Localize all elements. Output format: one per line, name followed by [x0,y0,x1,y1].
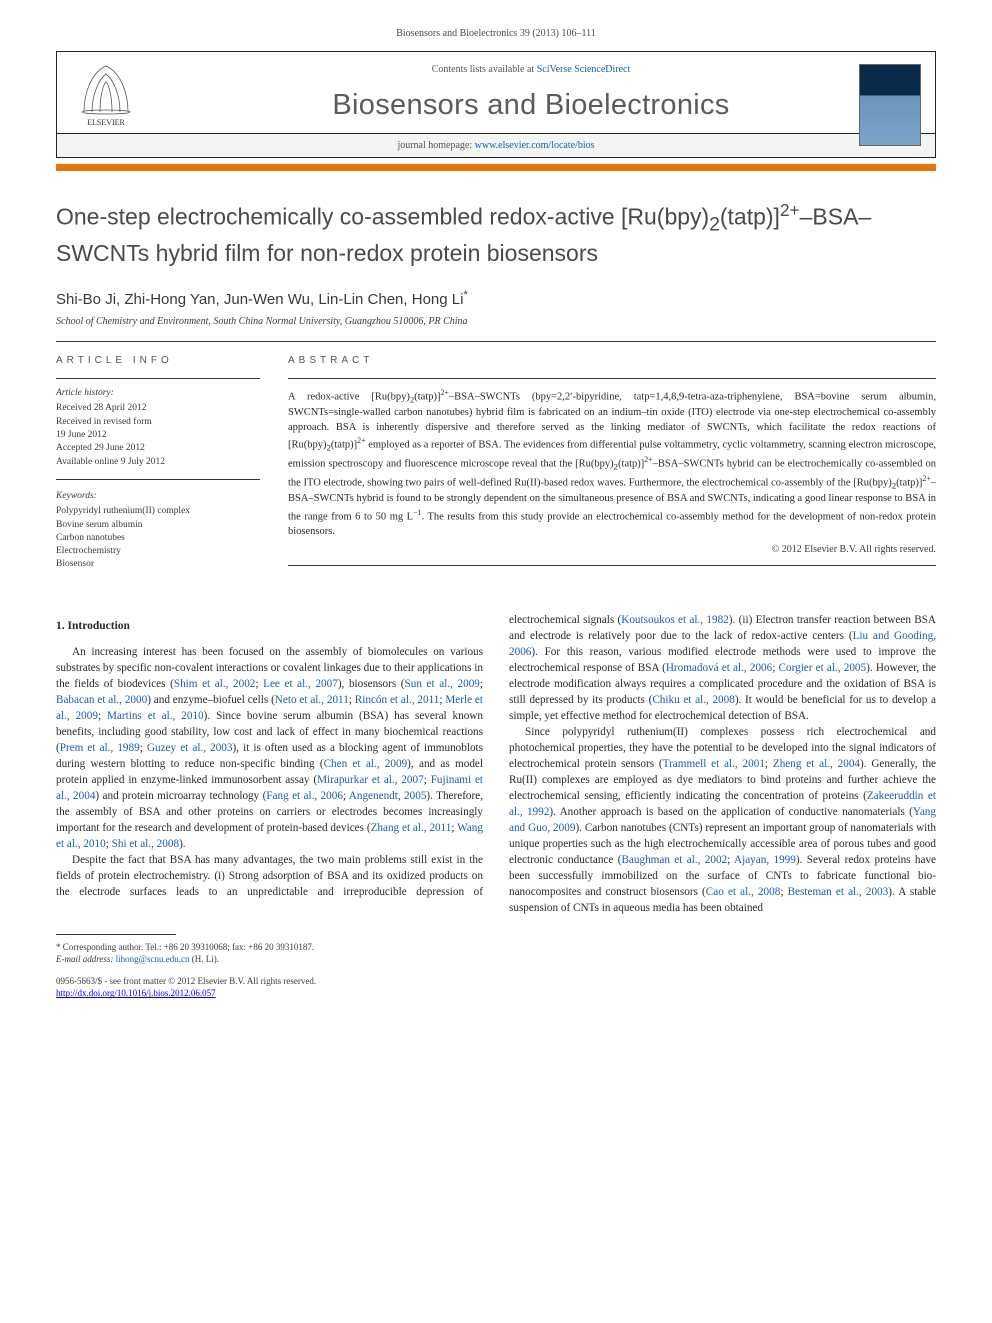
journal-homepage-link[interactable]: www.elsevier.com/locate/bios [475,140,595,151]
keyword: Bovine serum albumin [56,519,260,532]
corresponding-author-footnote: * Corresponding author. Tel.: +86 20 393… [56,934,936,965]
journal-homepage-bar: journal homepage: www.elsevier.com/locat… [57,133,935,157]
body-columns: 1. Introduction An increasing interest h… [56,612,936,916]
publisher-name: ELSEVIER [87,118,125,127]
contents-line: Contents lists available at SciVerse Sci… [141,64,921,75]
body-paragraph: An increasing interest has been focused … [56,644,483,852]
doi-link[interactable]: http://dx.doi.org/10.1016/j.bios.2012.06… [56,988,216,998]
history-line: Received 28 April 2012 [56,402,260,415]
keyword: Biosensor [56,558,260,571]
doi-block: 0956-5663/$ - see front matter © 2012 El… [56,975,936,999]
keyword: Polypyridyl ruthenium(II) complex [56,505,260,518]
journal-cover-thumbnail [859,64,921,146]
email-suffix: (H. Li). [189,954,219,964]
elsevier-logo: ELSEVIER [71,62,141,127]
abstract-copyright: © 2012 Elsevier B.V. All rights reserved… [288,543,936,557]
journal-masthead: ELSEVIER Contents lists available at Sci… [56,51,936,158]
homepage-prefix: journal homepage: [397,140,474,151]
keyword: Electrochemistry [56,545,260,558]
divider [56,341,936,342]
history-line: Accepted 29 June 2012 [56,442,260,455]
history-line: Received in revised form [56,416,260,429]
abstract-block: ABSTRACT A redox-active [Ru(bpy)2(tatp)]… [288,354,936,592]
article-history: Article history: Received 28 April 2012 … [56,387,260,480]
orange-rule [56,164,936,171]
history-line: 19 June 2012 [56,429,260,442]
email-link[interactable]: lihong@scnu.edu.cn [116,954,190,964]
article-info-sidebar: ARTICLE INFO Article history: Received 2… [56,354,260,592]
history-head: Article history: [56,387,260,400]
sciencedirect-link[interactable]: SciVerse ScienceDirect [537,64,631,75]
author-list: Shi-Bo Ji, Zhi-Hong Yan, Jun-Wen Wu, Lin… [56,289,936,308]
body-paragraph: Since polypyridyl ruthenium(II) complexe… [509,724,936,916]
history-line: Available online 9 July 2012 [56,456,260,469]
article-title: One-step electrochemically co-assembled … [56,199,936,269]
running-head-text: Biosensors and Bioelectronics 39 (2013) … [396,28,596,39]
keyword: Carbon nanotubes [56,532,260,545]
abstract-head: ABSTRACT [288,354,936,368]
section-heading: 1. Introduction [56,618,483,634]
running-head: Biosensors and Bioelectronics 39 (2013) … [56,28,936,39]
keywords-block: Keywords: Polypyridyl ruthenium(II) comp… [56,490,260,582]
journal-title: Biosensors and Bioelectronics [141,89,921,122]
abstract-text: A redox-active [Ru(bpy)2(tatp)]2+–BSA–SW… [288,387,936,539]
keywords-head: Keywords: [56,490,260,503]
front-matter-line: 0956-5663/$ - see front matter © 2012 El… [56,975,936,987]
email-label: E-mail address: [56,954,116,964]
contents-prefix: Contents lists available at [432,64,537,75]
corr-email-line: E-mail address: lihong@scnu.edu.cn (H. L… [56,953,936,965]
article-info-head: ARTICLE INFO [56,354,260,368]
affiliation: School of Chemistry and Environment, Sou… [56,316,936,327]
corr-line: * Corresponding author. Tel.: +86 20 393… [56,941,936,953]
